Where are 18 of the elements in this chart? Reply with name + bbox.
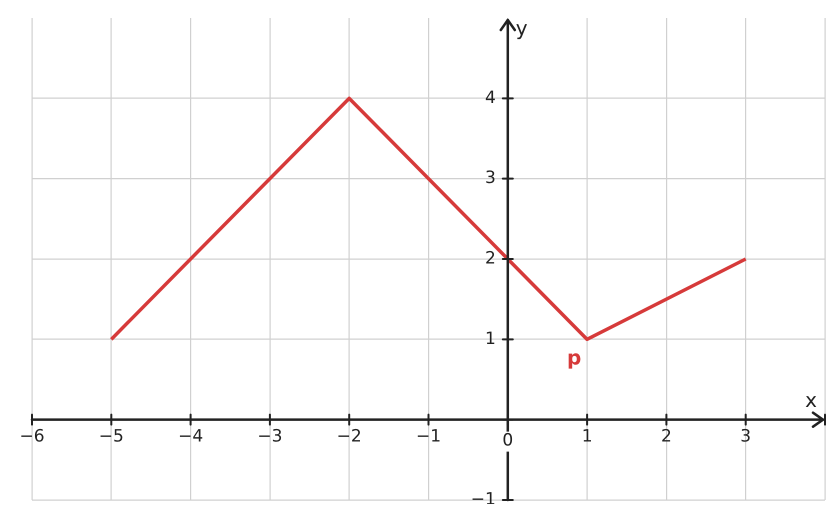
- x-tick-label: −2: [336, 426, 362, 447]
- y-tick-label: 2: [484, 248, 496, 268]
- x-tick-label: −4: [178, 426, 204, 447]
- x-tick-label: −1: [416, 426, 442, 447]
- y-tick-label: 4: [484, 88, 496, 108]
- x-tick-label: −5: [98, 426, 124, 447]
- y-tick-label: 3: [484, 168, 496, 188]
- y-tick-label: 1: [484, 328, 496, 349]
- x-tick-label: 3: [740, 426, 752, 447]
- y-axis-title: y: [516, 16, 528, 40]
- x-tick-label: 0: [502, 430, 514, 451]
- x-tick-label: −6: [19, 426, 45, 447]
- y-tick-label: −1: [470, 489, 496, 510]
- annotation: p: [566, 346, 582, 370]
- x-tick-label: 2: [660, 426, 672, 447]
- x-axis-title: x: [805, 388, 818, 412]
- x-tick-label: −3: [257, 426, 282, 447]
- x-tick-label: 1: [582, 426, 593, 447]
